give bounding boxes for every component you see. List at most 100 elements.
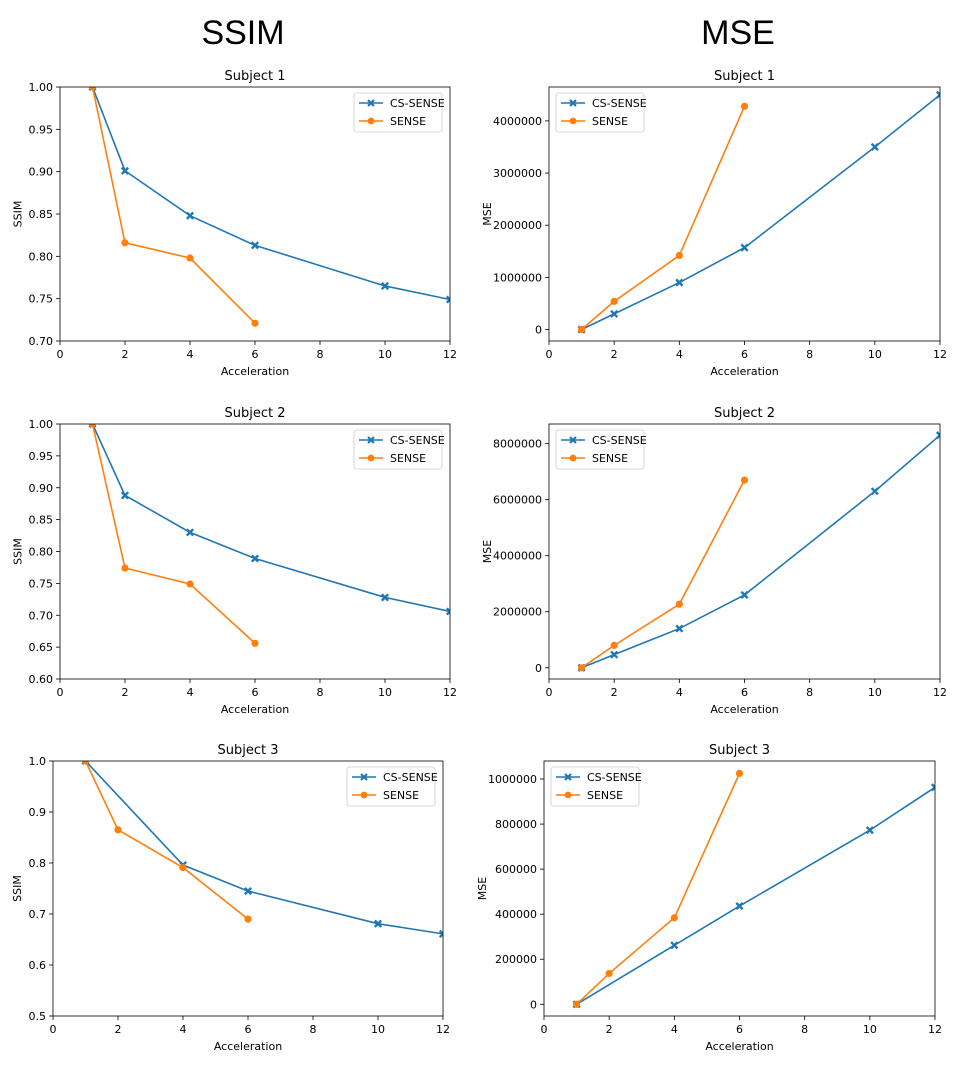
chart-3-y-tick-label: 0.60 bbox=[29, 673, 54, 686]
chart-6-y-tick-label: 1000000 bbox=[488, 773, 537, 786]
chart-1-line-cs-sense bbox=[91, 87, 450, 301]
chart-4-x-tick-label: 6 bbox=[741, 686, 748, 699]
chart-5-point-sense bbox=[179, 863, 187, 872]
chart-2-x-tick-label: 6 bbox=[741, 348, 748, 361]
chart-2-point-sense bbox=[577, 325, 586, 334]
chart-3-y-tick-label: 0.70 bbox=[29, 609, 54, 622]
chart-6-x-tick-label: 12 bbox=[928, 1023, 942, 1036]
chart-6-frame bbox=[543, 760, 936, 1017]
chart-2-legend-label-sense: SENSE bbox=[592, 115, 628, 128]
chart-4-point-cs-sense bbox=[935, 431, 940, 440]
chart-4-point-cs-sense bbox=[675, 624, 684, 633]
chart-3-point-cs-sense bbox=[185, 528, 195, 537]
chart-4-x-axis-label: Acceleration bbox=[710, 703, 778, 716]
chart-6-y-tick-label: 0 bbox=[530, 998, 537, 1011]
chart-5-y-tick-label: 1.0 bbox=[29, 755, 47, 768]
chart-4-point-sense bbox=[740, 476, 749, 484]
chart-1-x-tick-label: 2 bbox=[122, 348, 129, 361]
chart-5-frame bbox=[52, 760, 444, 1017]
chart-5-point-sense bbox=[244, 915, 252, 923]
chart-1-point-cs-sense bbox=[445, 295, 450, 304]
chart-4-point-cs-sense bbox=[610, 650, 619, 659]
chart-2-point-sense bbox=[740, 102, 749, 110]
chart-5-legend-marker-cs-sense bbox=[360, 773, 368, 781]
chart-3-line-cs-sense bbox=[91, 424, 450, 613]
chart-panel-4: Subject 2 0 2 4 6 8 10 12 0 2000000 4000000 6000000… bbox=[481, 406, 947, 716]
chart-3-y-tick-label: 0.80 bbox=[29, 546, 54, 559]
chart-4-point-cs-sense bbox=[870, 487, 879, 496]
chart-6-point-cs-sense bbox=[930, 783, 935, 792]
chart-3-y-tick-label: 0.65 bbox=[29, 641, 54, 654]
chart-1-point-cs-sense bbox=[120, 166, 130, 175]
chart-1-x-tick-label: 0 bbox=[57, 348, 64, 361]
chart-1-point-cs-sense bbox=[185, 211, 195, 220]
chart-4-y-tick-label: 8000000 bbox=[493, 438, 542, 451]
chart-5-x-tick-label: 12 bbox=[436, 1023, 450, 1036]
chart-3-x-tick-label: 4 bbox=[187, 686, 194, 699]
chart-4-point-sense bbox=[675, 600, 683, 608]
chart-1-legend-marker-sense bbox=[367, 117, 375, 125]
chart-1-point-sense bbox=[121, 239, 129, 247]
chart-2-data bbox=[577, 90, 940, 334]
chart-5-x-axis-label: Acceleration bbox=[214, 1040, 282, 1053]
chart-4-y-tick-label: 4000000 bbox=[493, 550, 542, 563]
chart-3-y-tick-label: 0.75 bbox=[29, 577, 54, 590]
chart-6-point-sense bbox=[735, 769, 744, 777]
chart-5-data bbox=[81, 761, 443, 938]
chart-6-title: Subject 3 bbox=[709, 743, 770, 758]
chart-2-y-tick-label: 3000000 bbox=[493, 167, 542, 180]
chart-1-point-sense bbox=[251, 319, 259, 327]
chart-1-y-tick-label: 0.90 bbox=[29, 166, 54, 179]
chart-6-legend-label-sense: SENSE bbox=[587, 789, 623, 802]
chart-3-point-sense bbox=[88, 424, 97, 428]
chart-2-legend-label-cs-sense: CS-SENSE bbox=[592, 97, 647, 110]
chart-3-x-tick-label: 8 bbox=[317, 686, 324, 699]
chart-4-legend-label-sense: SENSE bbox=[592, 452, 628, 465]
chart-6-point-sense bbox=[605, 969, 613, 978]
chart-6-y-tick-label: 400000 bbox=[495, 908, 537, 921]
chart-3-data bbox=[88, 424, 450, 647]
chart-6-x-tick-label: 0 bbox=[541, 1023, 548, 1036]
chart-6-point-cs-sense bbox=[865, 826, 874, 835]
chart-6-point-sense bbox=[572, 1000, 581, 1008]
chart-5-point-cs-sense bbox=[438, 929, 443, 938]
chart-6-line-sense bbox=[576, 773, 741, 1005]
chart-3-legend-marker-sense bbox=[367, 454, 375, 462]
chart-4-x-tick-label: 12 bbox=[933, 686, 947, 699]
chart-panel-6: Subject 3 0 2 4 6 8 10 12 0 200000 400000 600000 800… bbox=[476, 743, 942, 1053]
chart-4-x-tick-label: 2 bbox=[611, 686, 618, 699]
chart-5-legend: CS-SENSE SENSE bbox=[346, 766, 438, 807]
chart-6-x-tick-label: 4 bbox=[671, 1023, 678, 1036]
chart-2-legend: CS-SENSE SENSE bbox=[555, 92, 647, 133]
chart-1-legend-label-cs-sense: CS-SENSE bbox=[390, 97, 445, 110]
chart-4-y-axis-label: MSE bbox=[481, 540, 494, 563]
chart-3-point-sense bbox=[251, 639, 259, 647]
chart-3-y-axis-label: SSIM bbox=[12, 538, 25, 565]
chart-6-y-tick-label: 200000 bbox=[495, 953, 537, 966]
chart-3-legend-marker-cs-sense bbox=[367, 436, 375, 444]
chart-5-x-tick-label: 6 bbox=[245, 1023, 252, 1036]
chart-2-y-tick-label: 0 bbox=[535, 324, 542, 337]
chart-6-data bbox=[572, 769, 935, 1009]
chart-1-frame bbox=[59, 86, 451, 342]
chart-3-point-cs-sense bbox=[445, 607, 450, 616]
chart-3-legend-label-sense: SENSE bbox=[390, 452, 426, 465]
chart-2-point-cs-sense bbox=[740, 243, 749, 252]
chart-1-legend-label-sense: SENSE bbox=[390, 115, 426, 128]
chart-2-point-sense bbox=[610, 297, 618, 305]
chart-2-y-tick-label: 2000000 bbox=[493, 219, 542, 232]
chart-2-x-tick-label: 2 bbox=[611, 348, 618, 361]
chart-2-y-tick-label: 1000000 bbox=[493, 271, 542, 284]
chart-1-y-tick-label: 0.85 bbox=[29, 208, 54, 221]
chart-2-point-cs-sense bbox=[935, 90, 940, 99]
chart-4-line-cs-sense bbox=[581, 434, 940, 669]
chart-3-point-sense bbox=[186, 580, 194, 588]
chart-3-point-cs-sense bbox=[120, 491, 130, 500]
chart-2-line-cs-sense bbox=[581, 94, 940, 331]
chart-4-x-tick-label: 10 bbox=[868, 686, 882, 699]
chart-1-x-axis-label: Acceleration bbox=[221, 365, 289, 378]
chart-2-x-tick-label: 10 bbox=[868, 348, 882, 361]
chart-panel-1: Subject 1 0 2 4 6 8 10 12 0.70 0.75 0.80 0.85 0.90 0.… bbox=[12, 69, 457, 378]
chart-2-point-cs-sense bbox=[870, 142, 879, 152]
chart-6-point-cs-sense bbox=[670, 941, 679, 950]
